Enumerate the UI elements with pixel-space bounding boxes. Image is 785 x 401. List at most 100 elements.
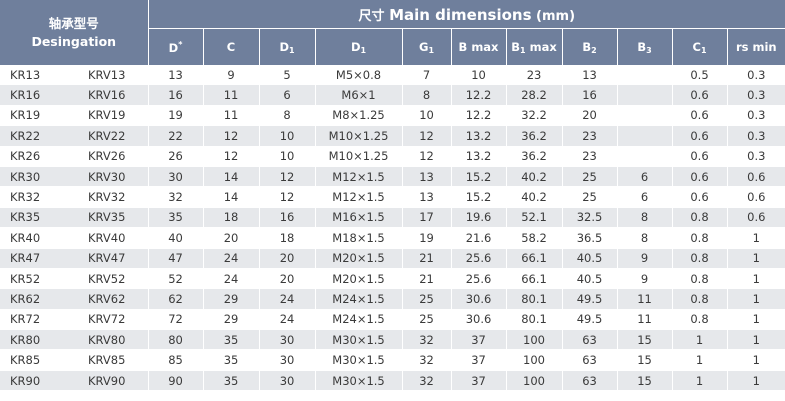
- dimension-cell: 30: [259, 349, 316, 371]
- dimensions-table: 轴承型号 Desingation 尺寸 Main dimensions (mm)…: [0, 0, 785, 392]
- dimension-cell: 30: [259, 370, 316, 392]
- dimension-cell: 26: [148, 146, 204, 167]
- dimension-cell: M12×1.5: [315, 166, 403, 188]
- column-header-7: B1 max: [506, 28, 563, 65]
- dimension-cell: 0.5: [672, 65, 728, 86]
- dimension-cell: 0.6: [672, 186, 728, 208]
- dimension-cell: 52: [148, 268, 204, 290]
- dimension-cell: 30.6: [451, 309, 507, 331]
- column-header-base: B: [637, 40, 647, 54]
- dimension-cell: M30×1.5: [315, 329, 403, 351]
- dimension-cell: 12: [259, 186, 316, 208]
- dimension-cell: 20: [259, 268, 316, 290]
- column-header-10: C1: [672, 28, 728, 65]
- designation-kr-cell: KR52: [0, 268, 62, 290]
- column-header-sub: 1: [700, 46, 707, 55]
- dimension-cell: 23: [506, 65, 563, 86]
- dimension-cell: 40.5: [562, 248, 618, 269]
- column-header-base: B: [511, 40, 521, 54]
- dimension-cell: 11: [617, 288, 673, 310]
- dimension-cell: M5×0.8: [315, 65, 403, 86]
- column-header-sub: 1: [428, 46, 435, 55]
- table-row: KR62 KRV62 62 29 24 M24×1.5 25 30.6 80.1 49.5 11 0.…: [0, 288, 785, 310]
- dimension-cell: 13.2: [451, 125, 507, 147]
- dimension-cell: 12: [259, 166, 316, 188]
- column-header-sub: 2: [591, 46, 597, 55]
- dimension-cell: 32: [402, 329, 452, 351]
- dimension-cell: 63: [562, 370, 618, 392]
- dimension-cell: 12.2: [451, 105, 507, 127]
- dimension-cell: 63: [562, 349, 618, 371]
- dimension-cell: 1: [727, 268, 785, 290]
- designation-krv-cell: KRV13: [62, 65, 149, 86]
- column-header-tail: max: [525, 40, 557, 54]
- column-header-9: B3: [617, 28, 673, 65]
- dimension-cell: 58.2: [506, 227, 563, 249]
- table-row: KR47 KRV47 47 24 20 M20×1.5 21 25.6 66.1 40.5 9 0.8…: [0, 248, 785, 269]
- designation-krv-cell: KRV30: [62, 166, 149, 188]
- dimension-cell: 8: [402, 84, 452, 106]
- dimension-cell: 37: [451, 329, 507, 351]
- dimension-cell: 10: [259, 125, 316, 147]
- dimension-cell: 36.2: [506, 146, 563, 167]
- table-row: KR13 KRV13 13 9 5 M5×0.8 7 10 23 13 0.5 0.3: [0, 65, 785, 86]
- dimension-cell: 9: [203, 65, 260, 86]
- column-header-row: D* C D1 D1 G1 B max B1 max B2 B3 C1 rs min: [0, 28, 785, 65]
- dimension-cell: 13.2: [451, 146, 507, 167]
- dimension-cell: 29: [203, 309, 260, 331]
- dimension-cell: 15: [617, 349, 673, 371]
- dimension-cell: 0.8: [672, 288, 728, 310]
- dimension-cell: 0.8: [672, 248, 728, 269]
- dimension-cell: M20×1.5: [315, 268, 403, 290]
- table-row: KR35 KRV35 35 18 16 M16×1.5 17 19.6 52.1 32.5 8 0.8…: [0, 207, 785, 229]
- dimension-cell: 19: [402, 227, 452, 249]
- dimension-cell: 25: [402, 288, 452, 310]
- dimension-cell: 24: [203, 248, 260, 269]
- designation-krv-cell: KRV35: [62, 207, 149, 229]
- dimension-cell: M20×1.5: [315, 248, 403, 269]
- dimension-cell: 72: [148, 309, 204, 331]
- dimension-cell: 1: [727, 329, 785, 351]
- dimension-cell: 0.8: [672, 309, 728, 331]
- dimension-cell: 0.6: [672, 166, 728, 188]
- dimension-cell: 12: [203, 146, 260, 167]
- table-row: KR85 KRV85 85 35 30 M30×1.5 32 37 100 63 15 1 1: [0, 349, 785, 371]
- dimension-cell: 0.6: [672, 105, 728, 127]
- dimension-cell: 12: [402, 125, 452, 147]
- dimension-cell: 21: [402, 268, 452, 290]
- dimension-cell: 0.6: [727, 207, 785, 229]
- dimension-cell: 10: [259, 146, 316, 167]
- main-dimensions-en: Main dimensions: [389, 5, 532, 24]
- dimension-cell: 0.6: [672, 84, 728, 106]
- dimension-cell: 24: [203, 268, 260, 290]
- dimension-cell: 23: [562, 125, 618, 147]
- dimension-cell: [617, 146, 673, 167]
- dimension-cell: 21.6: [451, 227, 507, 249]
- column-header-base: C: [226, 40, 236, 54]
- dimension-cell: 10: [402, 105, 452, 127]
- designation-kr-cell: KR80: [0, 329, 62, 351]
- dimension-cell: 80.1: [506, 288, 563, 310]
- dimension-cell: 0.6: [672, 125, 728, 147]
- table-row: KR16 KRV16 16 11 6 M6×1 8 12.2 28.2 16 0.6 0.3: [0, 84, 785, 106]
- table-row: KR52 KRV52 52 24 20 M20×1.5 21 25.6 66.1 40.5 9 0.8…: [0, 268, 785, 290]
- main-dimensions-unit: (mm): [536, 8, 576, 24]
- designation-header-cn: 轴承型号: [48, 15, 99, 31]
- table-row: KR19 KRV19 19 11 8 M8×1.25 10 12.2 32.2 20 0.6 0.3: [0, 105, 785, 127]
- dimension-cell: 63: [562, 329, 618, 351]
- designation-krv-cell: KRV19: [62, 105, 149, 127]
- dimension-cell: 100: [506, 370, 563, 392]
- dimension-cell: 16: [562, 84, 618, 106]
- dimension-cell: 15.2: [451, 166, 507, 188]
- dimension-cell: 35: [203, 370, 260, 392]
- dimension-cell: 62: [148, 288, 204, 310]
- designation-kr-cell: KR16: [0, 84, 62, 106]
- dimension-cell: 1: [727, 248, 785, 269]
- designation-kr-cell: KR13: [0, 65, 62, 86]
- dimension-cell: 24: [259, 309, 316, 331]
- dimension-cell: 5: [259, 65, 316, 86]
- dimension-cell: 12: [203, 125, 260, 147]
- dimension-cell: 36.5: [562, 227, 618, 249]
- dimension-cell: 8: [617, 207, 673, 229]
- dimension-cell: 40.5: [562, 268, 618, 290]
